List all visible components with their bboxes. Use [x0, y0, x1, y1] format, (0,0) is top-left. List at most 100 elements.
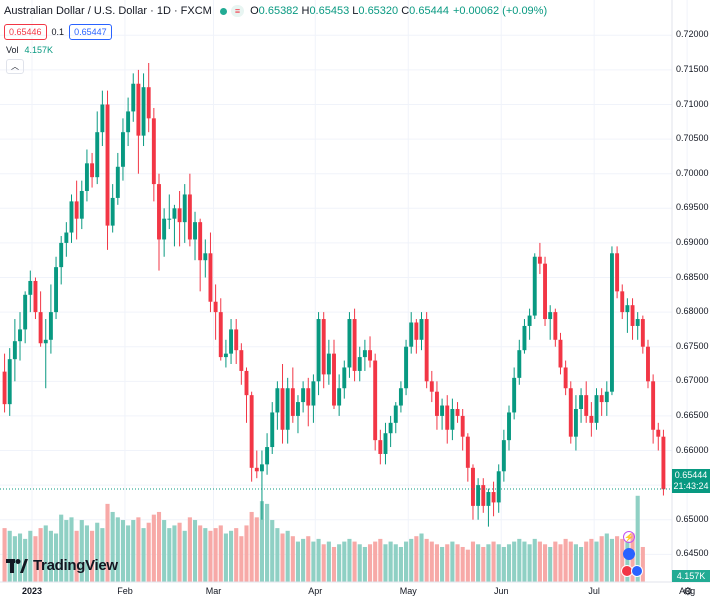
- volume-bar: [568, 541, 573, 582]
- last-price-label: 0.65444 21:43:24: [672, 469, 710, 493]
- volume-bar: [7, 530, 12, 582]
- candle: [419, 312, 424, 351]
- candle-body: [362, 350, 367, 358]
- candle: [223, 339, 228, 368]
- volume-bar: [460, 546, 465, 582]
- candle: [38, 291, 43, 347]
- candle-body: [604, 391, 609, 403]
- volume-bar: [234, 528, 239, 582]
- candle: [280, 364, 285, 444]
- candle: [213, 284, 218, 340]
- volume-bar: [311, 541, 316, 582]
- indicator-pill[interactable]: ≡: [230, 5, 245, 17]
- au-flag-event-icon[interactable]: [623, 548, 635, 560]
- candle-body: [491, 492, 496, 503]
- volume-bar: [481, 546, 486, 582]
- candle-body: [368, 350, 372, 361]
- volume-bar: [548, 546, 553, 582]
- candle-body: [455, 408, 460, 416]
- candle-body: [481, 485, 486, 506]
- low-value: 0.65320: [358, 5, 399, 17]
- candle-body: [100, 104, 105, 133]
- candle-body: [450, 408, 455, 430]
- candle-body: [290, 388, 295, 416]
- candle-body: [465, 436, 470, 468]
- volume-bar: [625, 541, 630, 582]
- volume-bar: [517, 538, 522, 582]
- logo-text: TradingView: [33, 557, 118, 574]
- candle-body: [285, 388, 290, 430]
- candle-body: [434, 391, 439, 416]
- candle-body: [625, 305, 630, 313]
- candle-body: [126, 111, 131, 133]
- candle: [599, 388, 604, 416]
- candle-body: [640, 319, 645, 347]
- volume-bar: [182, 530, 187, 582]
- candle: [121, 118, 125, 181]
- candle-body: [537, 256, 542, 264]
- candle: [177, 191, 182, 247]
- candle-body: [414, 322, 419, 340]
- volume-bar: [95, 522, 100, 582]
- volume-bar: [105, 503, 110, 582]
- volume-bar: [213, 528, 218, 582]
- candle: [131, 73, 136, 122]
- volume-bar: [228, 530, 234, 582]
- sell-button[interactable]: 0.65446: [4, 24, 47, 40]
- volume-bar: [383, 544, 388, 582]
- volume-bar: [192, 520, 198, 582]
- candle-body: [193, 222, 197, 240]
- candle-body: [486, 492, 491, 506]
- candle: [187, 173, 192, 247]
- candle-body: [84, 163, 89, 192]
- candle-body: [548, 312, 553, 320]
- candle-body: [105, 104, 110, 226]
- time-tick: Apr: [308, 586, 323, 596]
- volume-bar: [362, 546, 367, 582]
- candle-body: [229, 329, 234, 354]
- tradingview-mark-icon: [6, 558, 28, 573]
- candle: [95, 111, 100, 185]
- candle-body: [398, 388, 403, 406]
- candle: [383, 422, 388, 465]
- candle: [398, 381, 403, 413]
- volume-bar: [615, 536, 620, 582]
- candle: [527, 308, 532, 340]
- candle: [388, 415, 393, 448]
- candle-body: [280, 388, 285, 430]
- buy-button[interactable]: 0.65447: [69, 24, 112, 40]
- bar-countdown: 21:43:24: [673, 481, 709, 491]
- symbol-title[interactable]: Australian Dollar / U.S. Dollar · 1D · F…: [4, 5, 212, 17]
- candle: [548, 305, 553, 340]
- settings-gear-icon[interactable]: ⚙: [683, 586, 693, 598]
- volume-bar: [187, 517, 192, 582]
- candle: [640, 315, 645, 354]
- candle: [285, 377, 290, 444]
- price-tick: 0.68000: [676, 306, 709, 317]
- volume-bar: [285, 530, 290, 582]
- candle: [646, 339, 650, 389]
- volume-bar: [450, 541, 455, 582]
- collapse-legend-button[interactable]: ︿: [6, 59, 24, 74]
- equals-icon: ≡: [234, 6, 241, 16]
- lightning-event-icon[interactable]: ⚡: [623, 531, 635, 543]
- candle-body: [419, 319, 424, 340]
- candle-body: [239, 350, 244, 371]
- volume-bar: [440, 546, 445, 582]
- volume-bar: [28, 530, 33, 582]
- volume-bar: [249, 511, 254, 582]
- volume-bar: [512, 541, 517, 582]
- volume-legend[interactable]: Vol 4.157K: [6, 45, 53, 55]
- tradingview-logo[interactable]: TradingView: [6, 557, 118, 574]
- price-tick: 0.68500: [676, 271, 709, 282]
- candle: [193, 211, 197, 261]
- au-flag-event-icon-2[interactable]: [631, 565, 643, 577]
- candle-body: [301, 388, 306, 403]
- volume-bar: [244, 525, 249, 582]
- volume-bar: [491, 541, 496, 582]
- volume-bar: [239, 536, 244, 582]
- volume-bar: [259, 501, 264, 582]
- candle: [33, 277, 38, 320]
- candle: [74, 180, 79, 240]
